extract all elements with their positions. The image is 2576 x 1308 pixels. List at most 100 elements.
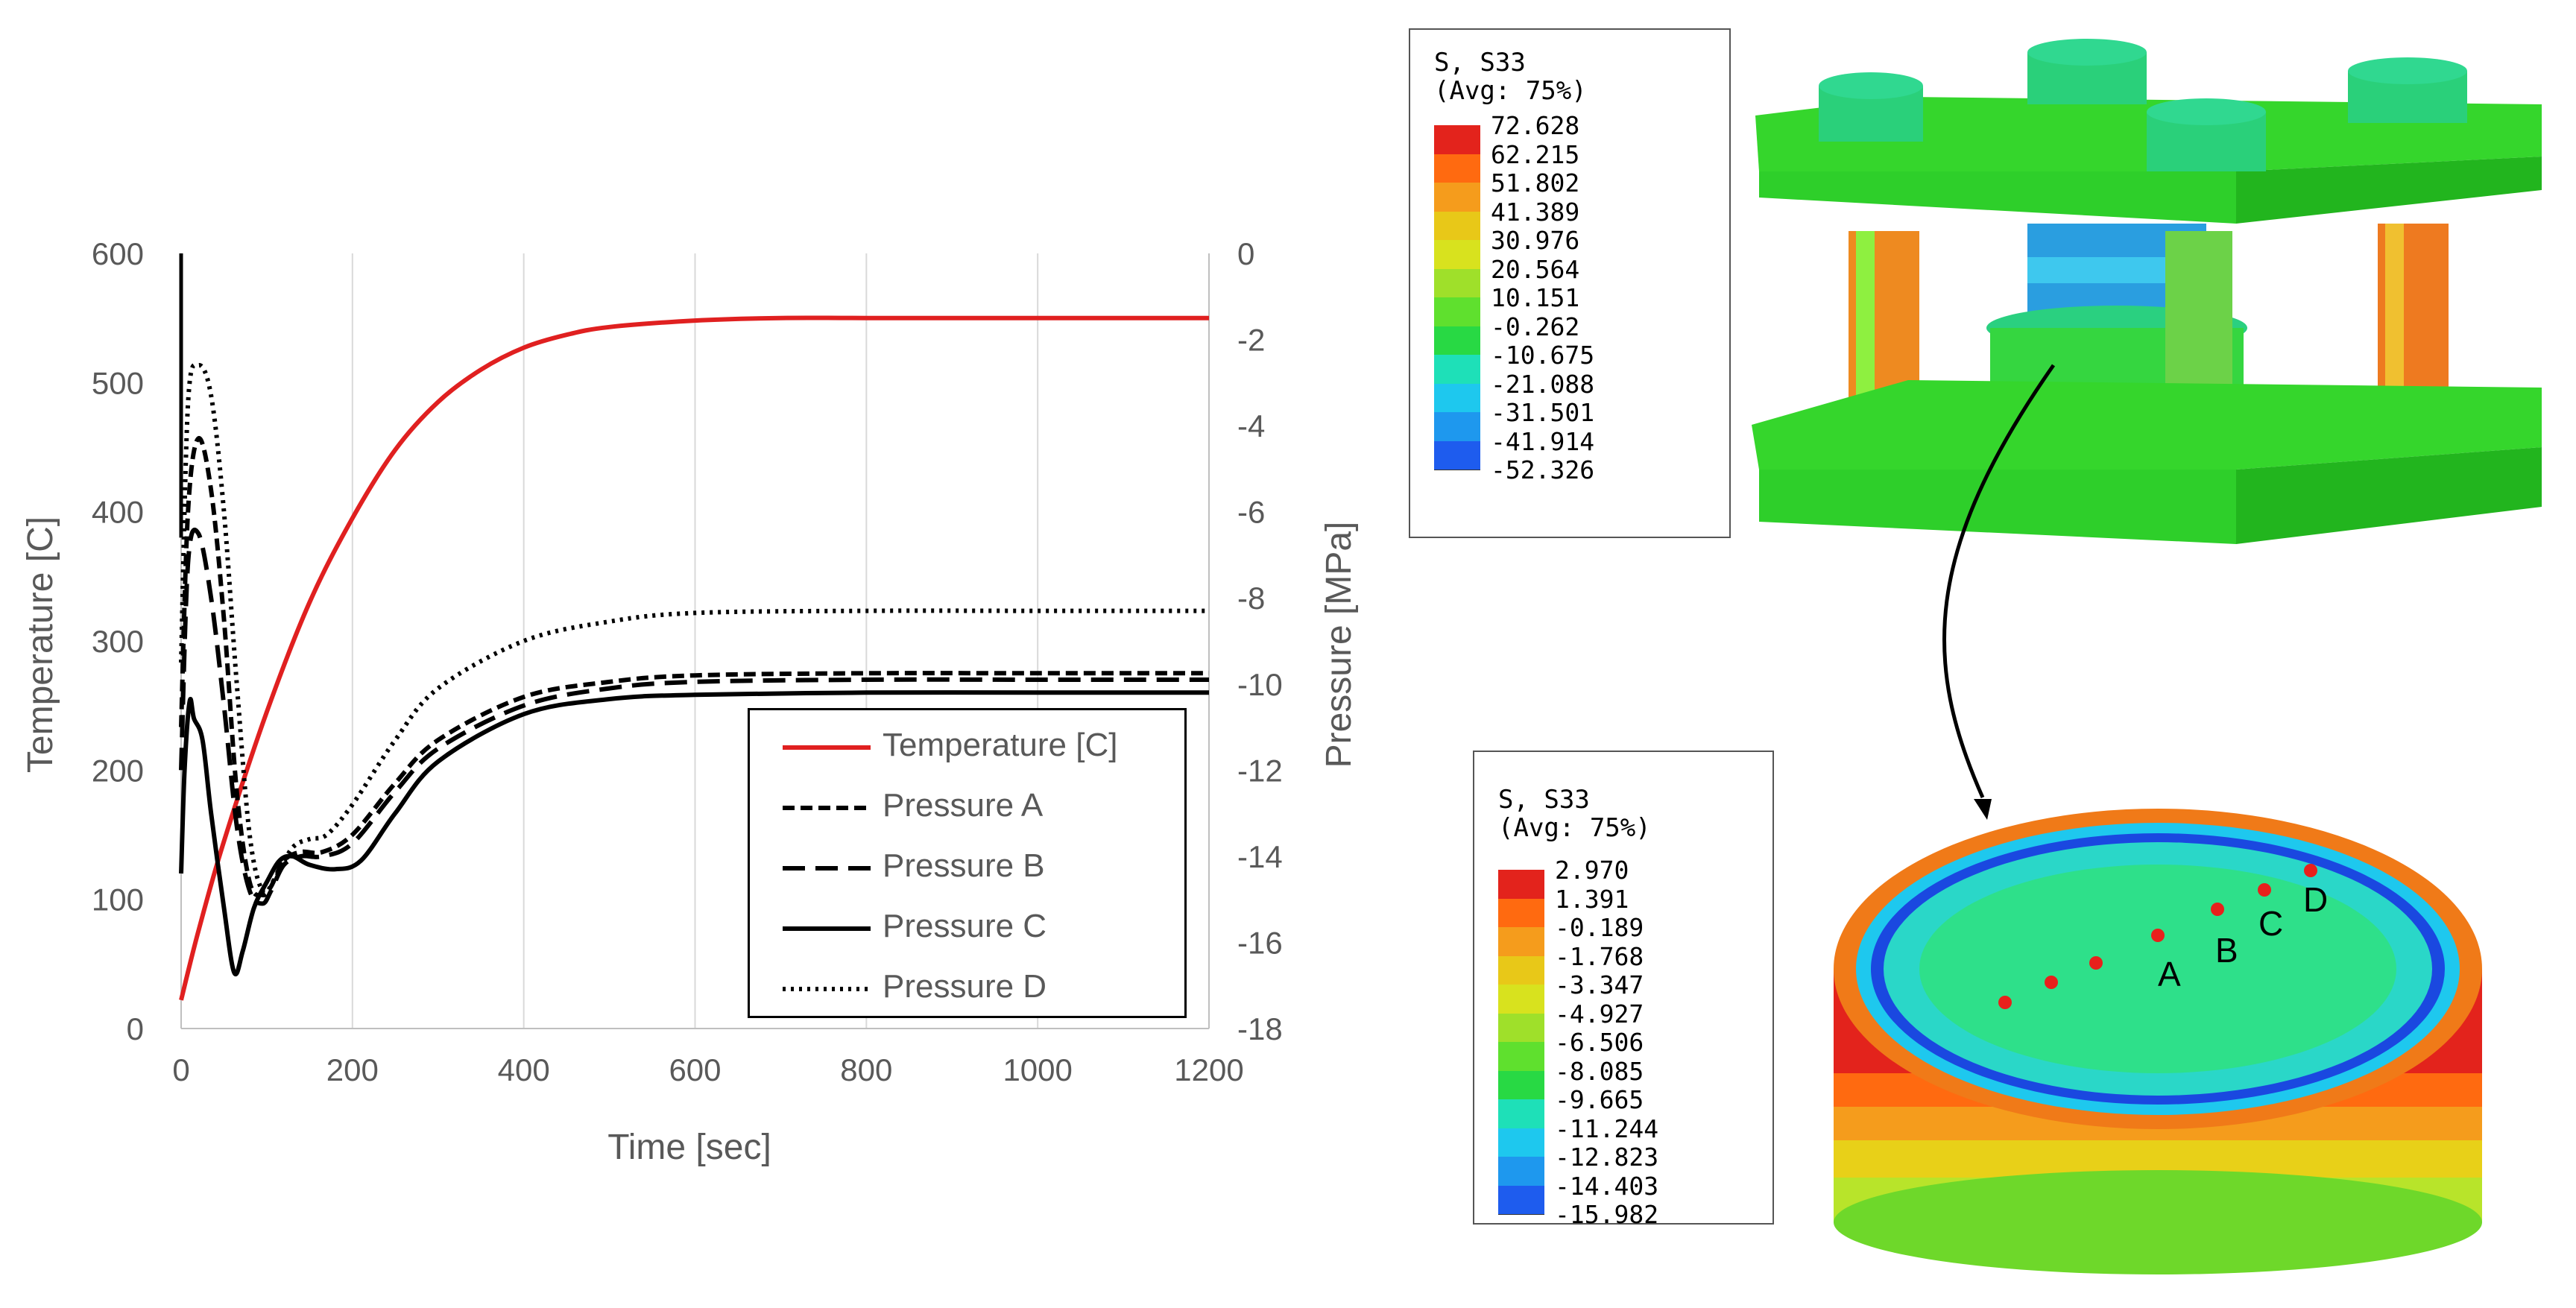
- contour-swatch: [1434, 326, 1480, 356]
- contour-swatch: [1498, 1070, 1544, 1100]
- contour-swatch: [1498, 955, 1544, 985]
- contour-swatch: [1434, 154, 1480, 183]
- legend-item: Temperature [C]: [778, 725, 1181, 770]
- legend-label: Pressure C: [883, 908, 1047, 944]
- sensor-dot-5: [2258, 883, 2271, 897]
- contour-value: -31.501: [1491, 398, 1595, 427]
- contour-swatch: [1498, 1128, 1544, 1157]
- y2-tick-label-5: -8: [1237, 581, 1265, 616]
- contour-value: -11.244: [1555, 1113, 1659, 1143]
- legend-item: Pressure A: [778, 786, 1181, 830]
- contour-legend-top-subtitle: (Avg: 75%): [1434, 76, 1587, 106]
- contour-value: -15.982: [1555, 1200, 1659, 1229]
- point-label-d: D: [2303, 880, 2329, 919]
- series-line-pressure-c: [179, 690, 1209, 977]
- contour-value: -21.088: [1491, 369, 1595, 399]
- contour-value: -10.675: [1491, 341, 1595, 370]
- series-line-pressure-a: [179, 436, 1209, 898]
- contour-swatch: [1498, 870, 1544, 900]
- contour-swatch: [1498, 1185, 1544, 1215]
- sensor-dot-3: [2151, 929, 2165, 942]
- point-label-a: A: [2158, 955, 2181, 993]
- sensor-dot-6: [2304, 864, 2317, 877]
- x-tick-label-0: 0: [172, 1052, 189, 1087]
- chart-series: [179, 253, 1209, 1001]
- x-tick-label-3: 600: [669, 1052, 721, 1087]
- contour-value: -3.347: [1555, 970, 1644, 999]
- legend-label: Temperature [C]: [883, 727, 1118, 763]
- y-tick-label-0: 0: [127, 1011, 144, 1046]
- contour-swatch: [1434, 268, 1480, 298]
- y2-tick-label-4: -10: [1237, 667, 1283, 702]
- press-assembly-render: [1752, 39, 2542, 544]
- y-tick-label-4: 400: [92, 495, 144, 530]
- contour-swatch: [1498, 898, 1544, 928]
- contour-legend-bottom-subtitle: (Avg: 75%): [1498, 813, 1651, 843]
- contour-swatch: [1498, 1042, 1544, 1072]
- contour-value: -0.189: [1555, 913, 1644, 942]
- contour-value: -6.506: [1555, 1028, 1644, 1057]
- y-tick-label-2: 200: [92, 753, 144, 788]
- x-tick-label-4: 800: [840, 1052, 892, 1087]
- contour-value: -8.085: [1555, 1056, 1644, 1086]
- y2-tick-label-3: -12: [1237, 753, 1283, 788]
- contour-legend-top: S, S33 (Avg: 75%) 72.628 62.215 51.802 41.3…: [1409, 28, 1731, 538]
- x-tick-label-1: 200: [326, 1052, 379, 1087]
- contour-value: -12.823: [1555, 1143, 1659, 1172]
- contour-value: -4.927: [1555, 999, 1644, 1029]
- y2-tick-label-7: -4: [1237, 408, 1265, 443]
- y2-tick-label-1: -16: [1237, 925, 1283, 960]
- x-tick-label-5: 1000: [1003, 1052, 1072, 1087]
- contour-value: -14.403: [1555, 1171, 1659, 1201]
- contour-swatch: [1498, 985, 1544, 1014]
- contour-value: -0.262: [1491, 312, 1580, 341]
- sensor-dot-1: [2045, 976, 2058, 989]
- legend-swatch: [783, 926, 871, 931]
- y-tick-label-6: 600: [92, 236, 144, 271]
- chart-axes: 0 200 400 600 800 1000 1200 0 100 200 300 400 500 600…: [92, 236, 1283, 1087]
- contour-value: -1.768: [1555, 941, 1644, 971]
- series-line-pressure-b: [179, 527, 1209, 906]
- y2-tick-label-2: -14: [1237, 839, 1283, 874]
- contour-legend-bottom-title: S, S33: [1498, 785, 1590, 815]
- legend-label: Pressure B: [883, 847, 1045, 884]
- y-tick-label-5: 500: [92, 365, 144, 400]
- sensor-dot-4: [2211, 903, 2224, 916]
- contour-value: -9.665: [1555, 1085, 1644, 1114]
- contour-swatch: [1434, 297, 1480, 327]
- contour-value: 1.391: [1555, 884, 1629, 914]
- contour-swatch: [1434, 383, 1480, 413]
- y2-tick-label-8: -2: [1237, 323, 1265, 358]
- legend-item: Pressure B: [778, 846, 1181, 891]
- legend-label: Pressure A: [883, 787, 1044, 824]
- y2-tick-label-9: 0: [1237, 236, 1254, 271]
- sensor-points: [1998, 864, 2317, 1009]
- contour-swatch: [1434, 211, 1480, 241]
- legend-label: Pressure D: [883, 968, 1047, 1005]
- x-tick-label-6: 1200: [1174, 1052, 1243, 1087]
- point-label-b: B: [2215, 931, 2238, 970]
- legend-swatch: [783, 866, 871, 871]
- contour-value: -41.914: [1491, 426, 1595, 456]
- y-axis-label: Temperature [C]: [21, 516, 60, 773]
- contour-value: 30.976: [1491, 226, 1580, 255]
- contour-swatch: [1498, 927, 1544, 957]
- connector-arrowhead: [1974, 799, 1992, 820]
- y2-tick-label-0: -18: [1237, 1011, 1283, 1046]
- contour-value: 2.970: [1555, 856, 1629, 885]
- connector-arrow: [1942, 364, 2056, 799]
- contour-value: 62.215: [1491, 139, 1580, 169]
- legend-swatch: [783, 745, 871, 750]
- contour-value: 72.628: [1491, 111, 1580, 140]
- sensor-dot-2: [2089, 956, 2103, 970]
- legend-swatch: [783, 806, 871, 810]
- chart-legend: Temperature [C] Pressure A Pressure B Press…: [748, 708, 1187, 1018]
- y-tick-label-3: 300: [92, 624, 144, 659]
- contour-swatch: [1434, 240, 1480, 270]
- contour-swatch: [1434, 355, 1480, 385]
- contour-legend-bottom: S, S33 (Avg: 75%) 2.970 1.391 -0.189 -1.768…: [1473, 751, 1774, 1229]
- contour-swatch: [1434, 125, 1480, 155]
- contour-swatch: [1498, 1157, 1544, 1187]
- contour-value: -52.326: [1491, 455, 1595, 484]
